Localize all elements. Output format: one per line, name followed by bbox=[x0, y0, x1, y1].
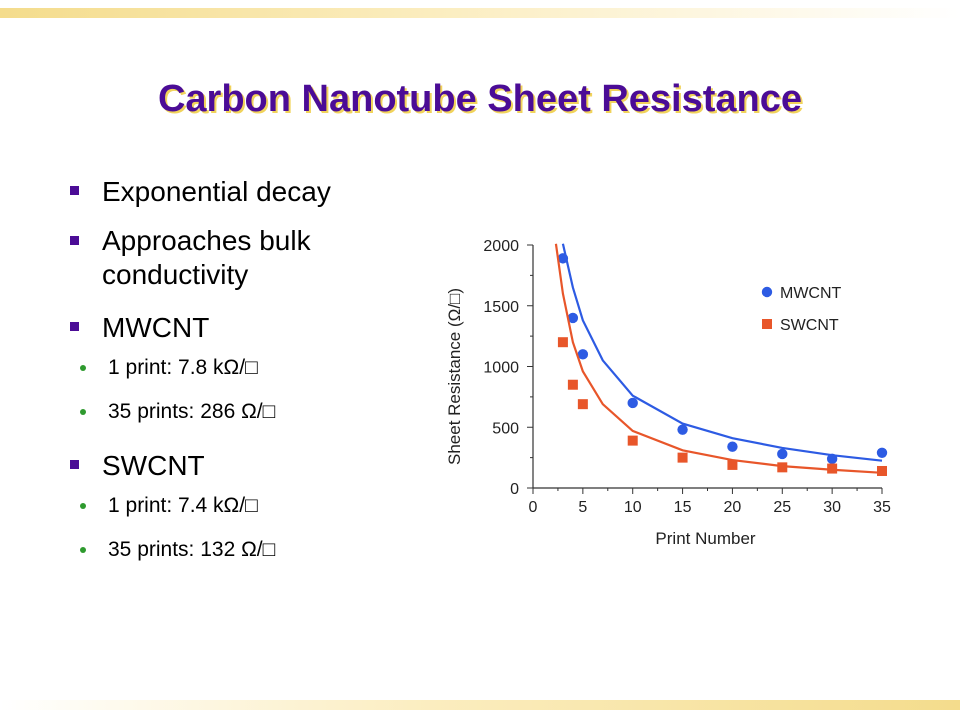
x-tick-label: 5 bbox=[578, 499, 587, 516]
square-bullet-icon bbox=[70, 186, 79, 195]
round-bullet-icon bbox=[80, 503, 86, 509]
x-tick-label: 30 bbox=[823, 499, 841, 516]
swcnt-data-point bbox=[827, 463, 838, 474]
x-tick-label: 25 bbox=[773, 499, 791, 516]
sub-bullet-text: 1 print: 7.8 kΩ/□ bbox=[108, 356, 258, 379]
x-tick-label: 0 bbox=[529, 499, 538, 516]
x-tick-label: 10 bbox=[624, 499, 642, 516]
mwcnt-data-point bbox=[826, 453, 838, 465]
y-tick-label: 0 bbox=[510, 481, 519, 498]
sub-bullet-item: 1 print: 7.4 kΩ/□ bbox=[30, 492, 406, 520]
legend-swcnt-marker bbox=[762, 319, 772, 329]
swcnt-fit-curve bbox=[554, 243, 883, 474]
x-tick-label: 15 bbox=[674, 499, 692, 516]
bullet-item: Exponential decay bbox=[66, 172, 406, 212]
y-tick-label: 2000 bbox=[483, 238, 519, 255]
square-bullet-icon bbox=[70, 322, 79, 331]
sub-bullet-item: 35 prints: 286 Ω/□ bbox=[30, 398, 406, 426]
mwcnt-data-point bbox=[627, 397, 638, 409]
round-bullet-icon bbox=[80, 409, 86, 415]
swcnt-data-point bbox=[677, 452, 688, 463]
legend-swcnt-label: SWCNT bbox=[780, 317, 839, 334]
mwcnt-fit-curve bbox=[561, 243, 883, 462]
mwcnt-data-point bbox=[876, 447, 888, 458]
sub-bullet-item: 35 prints: 132 Ω/□ bbox=[30, 536, 406, 564]
bullet-list: Exponential decay Approaches bulk conduc… bbox=[66, 172, 406, 580]
bullet-item: SWCNT bbox=[66, 446, 406, 486]
mwcnt-data-point bbox=[557, 253, 569, 264]
mwcnt-data-point bbox=[677, 424, 688, 435]
swcnt-data-point bbox=[877, 465, 887, 476]
bullet-text: Exponential decay bbox=[102, 176, 331, 207]
square-bullet-icon bbox=[70, 236, 79, 245]
mwcnt-data-point bbox=[577, 349, 589, 360]
sub-bullet-item: 1 print: 7.8 kΩ/□ bbox=[30, 354, 406, 382]
bullet-item: Approaches bulk conductivity bbox=[66, 224, 406, 292]
legend-mwcnt-marker bbox=[761, 286, 773, 298]
sub-bullet-text: 35 prints: 286 Ω/□ bbox=[108, 400, 276, 423]
sub-bullet-text: 35 prints: 132 Ω/□ bbox=[108, 538, 276, 561]
y-axis-label: Sheet Resistance (Ω/□) bbox=[445, 288, 464, 465]
swcnt-data-point bbox=[627, 435, 638, 446]
bullet-item: MWCNT bbox=[66, 308, 406, 348]
mwcnt-data-point bbox=[777, 448, 788, 460]
y-tick-label: 1000 bbox=[483, 360, 519, 377]
bullet-text: SWCNT bbox=[102, 450, 205, 481]
square-bullet-icon bbox=[70, 460, 79, 469]
x-tick-label: 20 bbox=[724, 499, 742, 516]
mwcnt-data-point bbox=[727, 441, 738, 452]
x-axis-label: Print Number bbox=[655, 529, 755, 548]
mwcnt-data-point bbox=[567, 312, 579, 324]
bullet-text: MWCNT bbox=[102, 312, 210, 343]
slide-title: Carbon Nanotube Sheet Resistance bbox=[157, 78, 803, 120]
sub-bullet-text: 1 print: 7.4 kΩ/□ bbox=[108, 494, 258, 517]
y-tick-label: 500 bbox=[492, 420, 519, 437]
swcnt-data-point bbox=[577, 399, 588, 410]
x-tick-label: 35 bbox=[873, 499, 891, 516]
swcnt-data-point bbox=[557, 337, 568, 348]
bullet-text: Approaches bulk conductivity bbox=[102, 225, 311, 290]
legend-mwcnt-label: MWCNT bbox=[780, 285, 842, 302]
swcnt-data-point bbox=[777, 462, 788, 473]
swcnt-data-point bbox=[567, 379, 578, 390]
sheet-resistance-chart: 0 5 10 15 20 25 30 35 0 500 1000 1500 2000 Print Numb… bbox=[445, 238, 891, 548]
swcnt-data-point bbox=[727, 459, 738, 470]
y-tick-label: 1500 bbox=[483, 299, 519, 316]
round-bullet-icon bbox=[80, 547, 86, 553]
top-decorative-band bbox=[0, 8, 960, 18]
bottom-decorative-band bbox=[0, 700, 960, 710]
round-bullet-icon bbox=[80, 365, 86, 371]
